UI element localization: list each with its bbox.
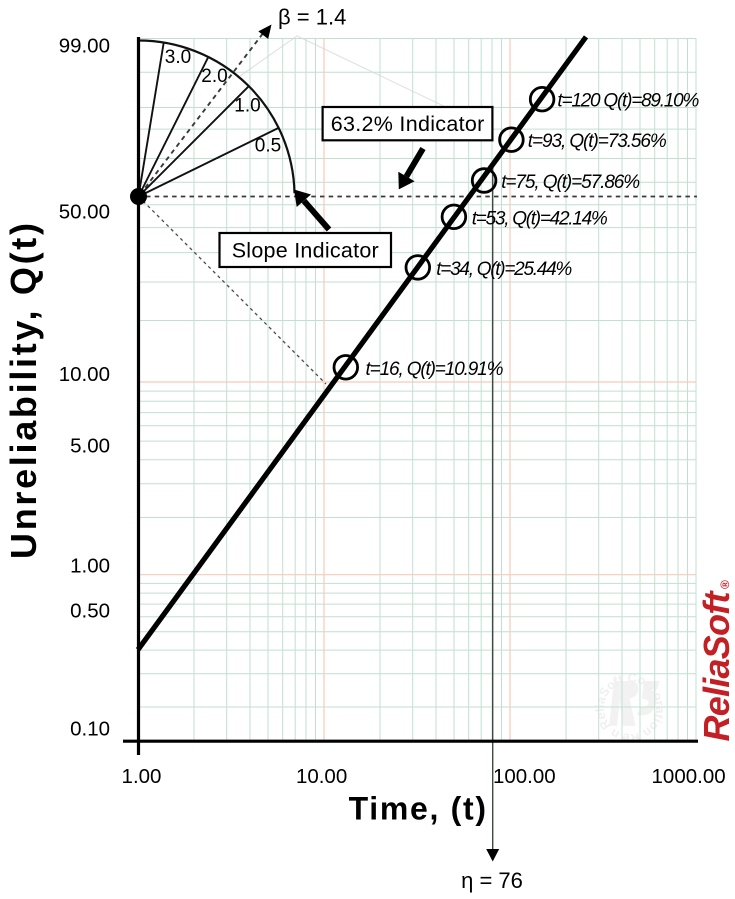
svg-text:t=34, Q(t)=25.44%: t=34, Q(t)=25.44% <box>436 259 572 280</box>
svg-text:3.0: 3.0 <box>165 47 191 68</box>
svg-text:100.00: 100.00 <box>493 765 556 788</box>
svg-text:t=16, Q(t)=10.91%: t=16, Q(t)=10.91% <box>366 359 504 380</box>
svg-text:η = 76: η = 76 <box>461 868 523 893</box>
svg-text:t=120 Q(t)=89.10%: t=120 Q(t)=89.10% <box>557 91 699 112</box>
svg-text:1000.00: 1000.00 <box>652 765 726 788</box>
svg-text:63.2% Indicator: 63.2% Indicator <box>331 112 485 136</box>
svg-text:t=75, Q(t)=57.86%: t=75, Q(t)=57.86% <box>501 172 640 193</box>
svg-text:99.00: 99.00 <box>59 35 110 58</box>
svg-text:t=93, Q(t)=73.56%: t=93, Q(t)=73.56% <box>528 131 667 152</box>
svg-text:0.5: 0.5 <box>255 136 281 157</box>
svg-text:5.00: 5.00 <box>70 435 110 458</box>
svg-text:1.00: 1.00 <box>70 555 110 578</box>
svg-text:50.00: 50.00 <box>59 201 110 224</box>
svg-text:®: ® <box>718 580 732 589</box>
svg-text:0.50: 0.50 <box>70 600 110 623</box>
svg-text:Slope Indicator: Slope Indicator <box>232 239 379 263</box>
svg-text:0.10: 0.10 <box>70 718 110 741</box>
svg-text:t=53, Q(t)=42.14%: t=53, Q(t)=42.14% <box>472 208 608 229</box>
svg-text:1.0: 1.0 <box>234 96 260 117</box>
svg-text:2.0: 2.0 <box>201 66 227 87</box>
svg-text:ReliaSoft: ReliaSoft <box>696 590 735 742</box>
svg-text:10.00: 10.00 <box>296 765 347 788</box>
svg-text:10.00: 10.00 <box>59 363 110 386</box>
svg-text:Time, (t): Time, (t) <box>349 791 486 827</box>
svg-text:1.00: 1.00 <box>122 765 162 788</box>
svg-text:Unreliability, Q(t): Unreliability, Q(t) <box>3 223 44 559</box>
svg-text:β = 1.4: β = 1.4 <box>278 5 346 30</box>
